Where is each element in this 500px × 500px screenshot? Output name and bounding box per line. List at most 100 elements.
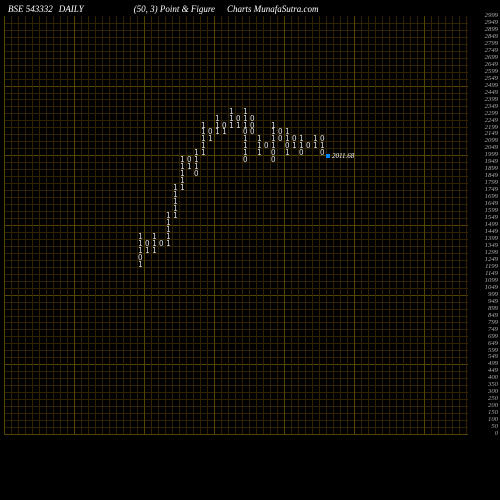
- grid-line-v: [46, 16, 47, 434]
- pnf-x-symbol: 1: [166, 240, 171, 248]
- pnf-x-symbol: 1: [215, 128, 220, 136]
- marker-dot-icon: [326, 154, 330, 158]
- grid-line-v: [417, 16, 418, 434]
- pnf-o-symbol: O: [306, 142, 311, 150]
- pnf-x-symbol: 1: [180, 184, 185, 192]
- grid-line-v: [67, 16, 68, 434]
- pnf-x-symbol: 1: [152, 247, 157, 255]
- grid-line-v: [263, 16, 264, 434]
- pnf-o-symbol: O: [278, 135, 283, 143]
- grid-line-v: [305, 16, 306, 434]
- pnf-o-symbol: O: [299, 149, 304, 157]
- grid-line-v: [186, 16, 187, 434]
- grid-line-v: [74, 16, 75, 434]
- ticker-label: BSE 543332: [8, 4, 53, 14]
- grid-line-v: [200, 16, 201, 434]
- grid-line-v: [95, 16, 96, 434]
- grid-line-v: [123, 16, 124, 434]
- grid-line-v: [396, 16, 397, 434]
- grid-line-v: [270, 16, 271, 434]
- grid-line-v: [445, 16, 446, 434]
- grid-line-v: [151, 16, 152, 434]
- grid-line-v: [249, 16, 250, 434]
- grid-line-v: [116, 16, 117, 434]
- grid-line-v: [228, 16, 229, 434]
- pnf-o-symbol: O: [194, 170, 199, 178]
- grid-line-v: [298, 16, 299, 434]
- grid-line-v: [452, 16, 453, 434]
- pnf-x-symbol: 1: [229, 122, 234, 130]
- price-marker: 2011.68: [326, 152, 354, 160]
- pnf-x-symbol: 1: [138, 261, 143, 269]
- pnf-x-symbol: 1: [257, 149, 262, 157]
- grid-line-v: [361, 16, 362, 434]
- grid-line-v: [193, 16, 194, 434]
- pnf-o-symbol: O: [271, 156, 276, 164]
- grid-line-v: [340, 16, 341, 434]
- grid-line-v: [389, 16, 390, 434]
- grid-line-v: [319, 16, 320, 434]
- grid-line-v: [326, 16, 327, 434]
- grid-line-v: [102, 16, 103, 434]
- source-label: Charts MunafaSutra.com: [227, 4, 319, 14]
- grid-line-v: [375, 16, 376, 434]
- pnf-x-symbol: 1: [173, 212, 178, 220]
- grid-line-v: [459, 16, 460, 434]
- grid-line-v: [32, 16, 33, 434]
- grid-line-v: [60, 16, 61, 434]
- grid-line-v: [284, 16, 285, 434]
- grid-line-v: [4, 16, 5, 434]
- grid-line-v: [39, 16, 40, 434]
- pnf-o-symbol: O: [320, 149, 325, 157]
- params-label: (50, 3) Point & Figure: [134, 4, 215, 14]
- grid-line-v: [53, 16, 54, 434]
- grid-line-v: [431, 16, 432, 434]
- grid-line-v: [242, 16, 243, 434]
- grid-line-v: [179, 16, 180, 434]
- grid-line-v: [214, 16, 215, 434]
- grid-line-v: [368, 16, 369, 434]
- y-axis-label: 0: [495, 431, 498, 438]
- pnf-o-symbol: O: [243, 156, 248, 164]
- timeframe-label: DAILY: [59, 4, 84, 14]
- grid-line-v: [130, 16, 131, 434]
- grid-line-v: [172, 16, 173, 434]
- grid-line-v: [81, 16, 82, 434]
- pnf-x-symbol: 1: [187, 163, 192, 171]
- grid-line-v: [11, 16, 12, 434]
- grid-line-v: [312, 16, 313, 434]
- grid-line-v: [438, 16, 439, 434]
- grid-line-v: [144, 16, 145, 434]
- pnf-o-symbol: O: [264, 142, 269, 150]
- grid-line-v: [382, 16, 383, 434]
- grid-line-v: [158, 16, 159, 434]
- chart-header: BSE 543332 DAILY (50, 3) Point & Figure …: [8, 4, 500, 14]
- grid-line-v: [424, 16, 425, 434]
- pnf-o-symbol: O: [250, 128, 255, 136]
- grid-line-v: [466, 16, 467, 434]
- grid-line-v: [235, 16, 236, 434]
- grid-line-v: [221, 16, 222, 434]
- grid-line-v: [333, 16, 334, 434]
- grid-line-v: [109, 16, 110, 434]
- grid-line-v: [18, 16, 19, 434]
- pnf-x-symbol: 1: [236, 122, 241, 130]
- grid-line-h: [4, 434, 468, 435]
- grid-line-v: [277, 16, 278, 434]
- grid-line-v: [347, 16, 348, 434]
- grid-line-v: [291, 16, 292, 434]
- pnf-x-symbol: 1: [292, 142, 297, 150]
- pnf-x-symbol: 1: [201, 149, 206, 157]
- grid-line-v: [410, 16, 411, 434]
- grid-line-v: [403, 16, 404, 434]
- grid-line-v: [354, 16, 355, 434]
- pnf-x-symbol: 1: [208, 135, 213, 143]
- grid-line-v: [25, 16, 26, 434]
- pnf-x-symbol: 1: [285, 149, 290, 157]
- pnf-x-symbol: 1: [222, 128, 227, 136]
- pnf-x-symbol: 1: [145, 247, 150, 255]
- marker-value: 2011.68: [332, 152, 354, 160]
- grid-line-v: [207, 16, 208, 434]
- chart-area: 111O1O1111O111111111111111O1111O11111O11…: [4, 16, 468, 434]
- grid-line-v: [256, 16, 257, 434]
